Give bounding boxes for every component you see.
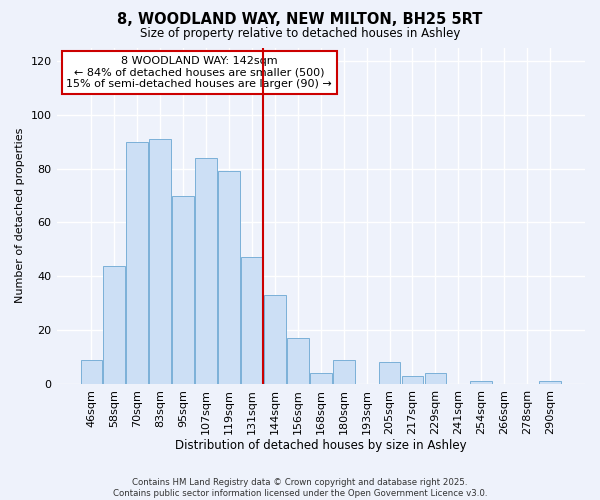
Bar: [241, 258, 263, 384]
Bar: [103, 266, 125, 384]
Y-axis label: Number of detached properties: Number of detached properties: [15, 128, 25, 304]
Text: 8 WOODLAND WAY: 142sqm
← 84% of detached houses are smaller (500)
15% of semi-de: 8 WOODLAND WAY: 142sqm ← 84% of detached…: [67, 56, 332, 89]
Text: Contains HM Land Registry data © Crown copyright and database right 2025.
Contai: Contains HM Land Registry data © Crown c…: [113, 478, 487, 498]
Bar: [172, 196, 194, 384]
Bar: [287, 338, 309, 384]
Bar: [310, 373, 332, 384]
Bar: [470, 382, 492, 384]
Bar: [80, 360, 103, 384]
Bar: [425, 373, 446, 384]
Bar: [401, 376, 424, 384]
Bar: [264, 295, 286, 384]
Bar: [539, 382, 561, 384]
Bar: [127, 142, 148, 384]
Bar: [149, 139, 171, 384]
Text: 8, WOODLAND WAY, NEW MILTON, BH25 5RT: 8, WOODLAND WAY, NEW MILTON, BH25 5RT: [118, 12, 482, 28]
Bar: [218, 172, 240, 384]
X-axis label: Distribution of detached houses by size in Ashley: Distribution of detached houses by size …: [175, 440, 467, 452]
Bar: [195, 158, 217, 384]
Bar: [379, 362, 400, 384]
Bar: [333, 360, 355, 384]
Text: Size of property relative to detached houses in Ashley: Size of property relative to detached ho…: [140, 28, 460, 40]
